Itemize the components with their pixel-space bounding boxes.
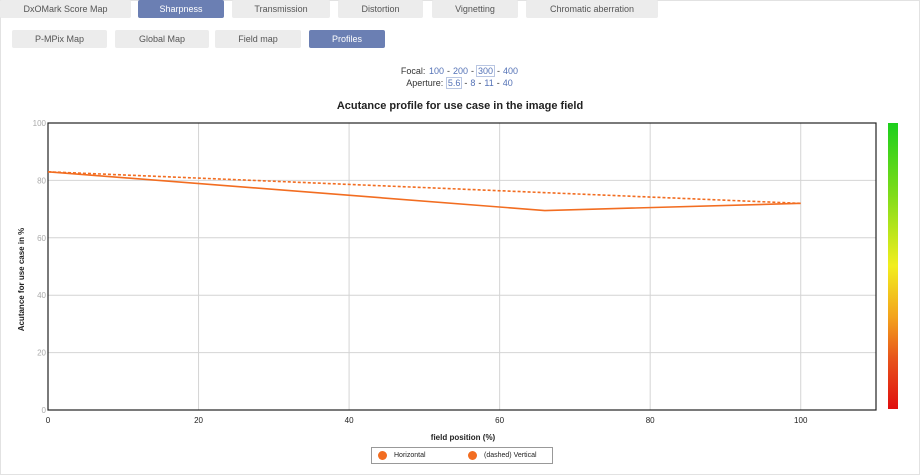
- focal-selector: Focal: 100-200-300-400: [0, 65, 920, 77]
- aperture-option-11[interactable]: 11: [484, 78, 494, 88]
- tab-distortion[interactable]: Distortion: [338, 0, 423, 18]
- legend-marker: [378, 450, 387, 460]
- series-line-vertical: [47, 170, 801, 205]
- tab-transmission[interactable]: Transmission: [232, 0, 330, 18]
- series-line-horizontal: [47, 170, 801, 212]
- aperture-option-5-6[interactable]: 5.6: [445, 77, 463, 89]
- x-tick-label: 20: [194, 416, 203, 425]
- subtab-global-map[interactable]: Global Map: [115, 30, 209, 48]
- legend-label: (dashed) Vertical: [484, 452, 537, 459]
- aperture-selector: Aperture: 5.6-8-11-40: [0, 77, 920, 89]
- aperture-label: Aperture:: [406, 78, 444, 88]
- tab-vignetting[interactable]: Vignetting: [432, 0, 518, 18]
- separator: -: [446, 66, 450, 76]
- y-tick-label: 60: [37, 234, 46, 243]
- aperture-option-8[interactable]: 8: [470, 78, 476, 88]
- y-tick-label: 0: [42, 406, 47, 415]
- subtab-profiles[interactable]: Profiles: [309, 30, 385, 48]
- y-axis-label: Acutance for use case in %: [17, 228, 26, 332]
- legend-item-vertical[interactable]: (dashed) Vertical: [468, 448, 537, 463]
- separator: -: [464, 78, 468, 88]
- focal-option-100[interactable]: 100: [428, 66, 444, 76]
- x-axis-label: field position (%): [431, 433, 496, 442]
- plot-frame: [47, 122, 877, 411]
- y-tick-label: 80: [37, 176, 46, 185]
- focal-option-400[interactable]: 400: [503, 66, 519, 76]
- x-tick-label: 80: [646, 416, 655, 425]
- subtab-field-map[interactable]: Field map: [215, 30, 301, 48]
- y-tick-label: 100: [33, 119, 47, 128]
- aperture-option-40[interactable]: 40: [502, 78, 513, 88]
- y-tick-label: 40: [37, 291, 46, 300]
- x-tick-label: 100: [794, 416, 808, 425]
- x-tick-label: 40: [345, 416, 354, 425]
- focal-option-200[interactable]: 200: [452, 66, 469, 76]
- focal-label: Focal:: [400, 66, 426, 76]
- x-tick-label: 0: [46, 416, 51, 425]
- chart-title: Acutance profile for use case in the ima…: [336, 100, 584, 112]
- separator: -: [496, 78, 500, 88]
- focal-option-300[interactable]: 300: [476, 65, 496, 77]
- legend-item-horizontal[interactable]: Horizontal: [378, 448, 426, 463]
- color-scale-bar: [888, 123, 898, 409]
- tab-dxomark-score-map[interactable]: DxOMark Score Map: [0, 0, 131, 18]
- legend-marker: [468, 450, 477, 460]
- tab-chromatic-aberration[interactable]: Chromatic aberration: [526, 0, 658, 18]
- separator: -: [497, 66, 501, 76]
- chart-legend: Horizontal (dashed) Vertical: [371, 447, 553, 464]
- separator: -: [471, 66, 475, 76]
- subtab-p-mpix-map[interactable]: P-MPix Map: [12, 30, 107, 48]
- x-tick-label: 60: [495, 416, 504, 425]
- tab-sharpness[interactable]: Sharpness: [138, 0, 224, 18]
- separator: -: [478, 78, 482, 88]
- legend-label: Horizontal: [394, 452, 426, 459]
- y-tick-label: 20: [37, 349, 46, 358]
